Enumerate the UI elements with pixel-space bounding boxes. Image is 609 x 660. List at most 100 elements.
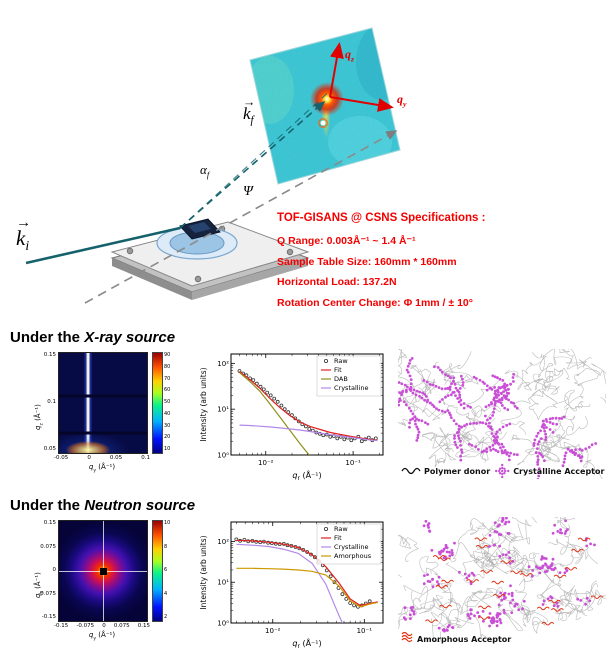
qz-axis-label: qz [345,47,355,64]
neutron-2d-map: qz (Å⁻¹) 0.15 0.075 0 -0.075 -0.15 10 8 6 4 2 -0… [28,518,188,648]
neutron-detector-image [58,520,148,622]
svg-text:10⁻²: 10⁻² [265,627,281,635]
tick-label: 90 [164,352,171,358]
spec-horizontal-load: Horizontal Load: 137.2N [277,276,397,288]
xray-section-heading: Under the X-ray source [10,329,175,346]
svg-text:Fit: Fit [334,534,342,542]
svg-text:10¹: 10¹ [217,579,229,587]
xray-1d-profile-chart: 10⁻² 10⁻¹ 10⁰ 10¹ 10² Intensity (arb units) qr… [199,353,384,481]
svg-text:10¹: 10¹ [217,406,229,414]
tick-label: 30 [164,422,171,429]
tick-label: 0.15 [137,623,150,629]
svg-text:10⁰: 10⁰ [217,620,229,628]
kf-symbol: kf [243,104,254,127]
svg-text:Intensity (arb units): Intensity (arb units) [199,535,208,609]
svg-text:Crystalline Acceptor: Crystalline Acceptor [513,467,604,476]
heading-prefix: Under the [10,497,85,514]
qy-axis-label: qy [397,92,407,109]
svg-text:Crystalline: Crystalline [334,543,369,551]
svg-text:Amorphous: Amorphous [334,552,372,560]
alpha-f-label: αf [200,162,210,180]
tick-label: 40 [164,410,171,417]
tick-label: 10 [164,446,171,452]
corner-screw [126,247,134,255]
neutron-morphology-schematic: Amorphous Acceptor [398,517,606,644]
instrument-schematic: → ki → kf αf Ψ qz qy TOF-GISANS @ CSNS S… [16,27,607,317]
tick-label: -0.075 [38,590,56,597]
incident-beam-line [25,226,181,265]
y-tick-labels: 0.15 0.1 0.05 [36,352,56,452]
tick-label: 10 [164,520,171,526]
svg-text:10²: 10² [217,360,229,368]
specs-title: TOF-GISANS @ CSNS Specifications : [277,212,486,224]
svg-text:10⁻¹: 10⁻¹ [357,627,373,635]
neutron-section-heading: Under the Neutron source [10,497,195,514]
tick-label: -0.05 [54,455,69,461]
spec-table-size: Sample Table Size: 160mm * 160mm [277,255,457,268]
y-tick-labels: 0.15 0.075 0 -0.075 -0.15 [36,520,56,620]
scattered-beam-line-2 [179,87,334,229]
tick-label: 0.075 [113,623,130,629]
heading-prefix: Under the [10,329,85,346]
xray-morphology-schematic: Polymer donor Crystalline Acceptor [398,349,606,479]
tick-label: 0 [87,455,91,461]
kf-label: → kf [243,96,255,127]
svg-text:qr (Å⁻¹): qr (Å⁻¹) [292,469,321,481]
tick-label: 6 [164,567,168,573]
svg-text:10⁰: 10⁰ [217,452,229,460]
heading-source: X-ray source [84,329,176,346]
detector-panel-border [249,27,401,185]
tick-label: -0.15 [41,614,56,620]
tick-label: 0.05 [43,446,56,452]
corner-screw [194,275,202,283]
tick-label: 0 [52,567,57,573]
heading-source: Neutron source [84,497,196,514]
x-tick-labels: -0.15 -0.075 0 0.075 0.15 [54,623,150,629]
sample-stage [110,218,310,300]
x-tick-labels: -0.05 0 0.05 0.1 [54,455,150,461]
corner-screw [286,248,294,256]
tick-label: -0.075 [76,623,95,629]
colorbar-tick-labels: 90 80 70 60 50 40 30 20 10 [164,352,170,452]
svg-text:DAB: DAB [334,375,348,383]
tick-label: 0.1 [47,399,56,405]
tick-label: 0.075 [40,543,56,550]
tick-label: 20 [164,434,171,441]
colorbar [152,352,163,454]
qy-axis-arrow [329,96,394,112]
xray-detector-image [58,352,148,454]
colorbar [152,520,163,622]
svg-text:Crystalline: Crystalline [334,384,369,392]
svg-text:Raw: Raw [334,525,348,533]
svg-text:qr (Å⁻¹): qr (Å⁻¹) [292,637,321,649]
xray-2d-map: qz (Å⁻¹) 0.15 0.1 0.05 90 80 70 60 50 40 30 20 10 … [28,350,188,480]
scattered-beam-line [179,100,326,229]
tick-label: 70 [164,375,171,382]
svg-text:Amorphous Acceptor: Amorphous Acceptor [417,635,511,644]
tick-label: 0.05 [109,455,123,461]
tick-label: -0.15 [54,623,69,629]
colorbar-tick-labels: 10 8 6 4 2 [164,520,170,620]
svg-text:Polymer donor: Polymer donor [424,467,490,476]
vector-arrow-icon: → [16,215,32,231]
tick-label: 60 [164,387,171,394]
vector-arrow-icon: → [243,95,256,109]
tick-label: 0.15 [43,520,56,526]
svg-text:Intensity (arb units): Intensity (arb units) [199,367,208,441]
tick-label: 0 [102,623,106,629]
tick-label: 2 [164,614,168,620]
tick-label: 0.1 [141,455,150,461]
tick-label: 50 [164,399,171,405]
svg-text:10²: 10² [217,538,229,546]
tick-label: 4 [164,590,168,597]
qz-axis-arrow [329,42,344,98]
beamstop [99,567,107,575]
spec-q-range: Q Range: 0.003Å⁻¹ ~ 1.4 Å⁻¹ [277,235,416,247]
tick-label: 80 [164,363,171,370]
svg-text:Fit: Fit [334,366,342,374]
specs-block: TOF-GISANS @ CSNS Specifications : Q Ran… [277,212,607,317]
spec-rotation-center: Rotation Center Change: Φ 1mm / ± 10° [277,296,473,309]
svg-text:10⁻¹: 10⁻¹ [345,459,361,467]
ki-label: → ki [16,215,32,253]
tick-label: 8 [164,543,168,550]
